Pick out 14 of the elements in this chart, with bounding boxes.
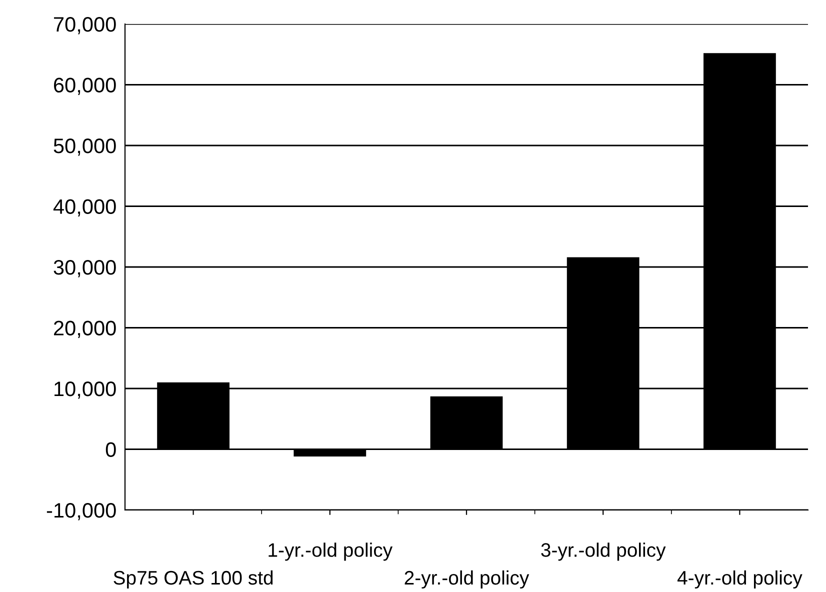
y-tick-label: 40,000 <box>53 199 116 216</box>
y-tick-label: 20,000 <box>54 320 116 338</box>
x-tick-label: Sp75 OAS 100 std <box>114 570 273 589</box>
x-tick-label: 3-yr.-old policy <box>541 542 666 561</box>
y-tick-label: 30,000 <box>54 260 116 278</box>
y-tick-label: 60,000 <box>54 78 116 95</box>
y-tick-label: 50,000 <box>54 138 116 156</box>
x-tick-label: 1-yr.-old policy <box>268 542 393 561</box>
y-tick-label: 70,000 <box>54 17 116 34</box>
y-tick-label: 10,000 <box>54 382 116 399</box>
y-tick-label: -10,000 <box>46 503 116 520</box>
x-tick-label: 2-yr.-old policy <box>404 570 530 589</box>
x-tick-label: 4-yr.-old policy <box>677 570 802 589</box>
y-tick-label: 0 <box>106 442 116 458</box>
